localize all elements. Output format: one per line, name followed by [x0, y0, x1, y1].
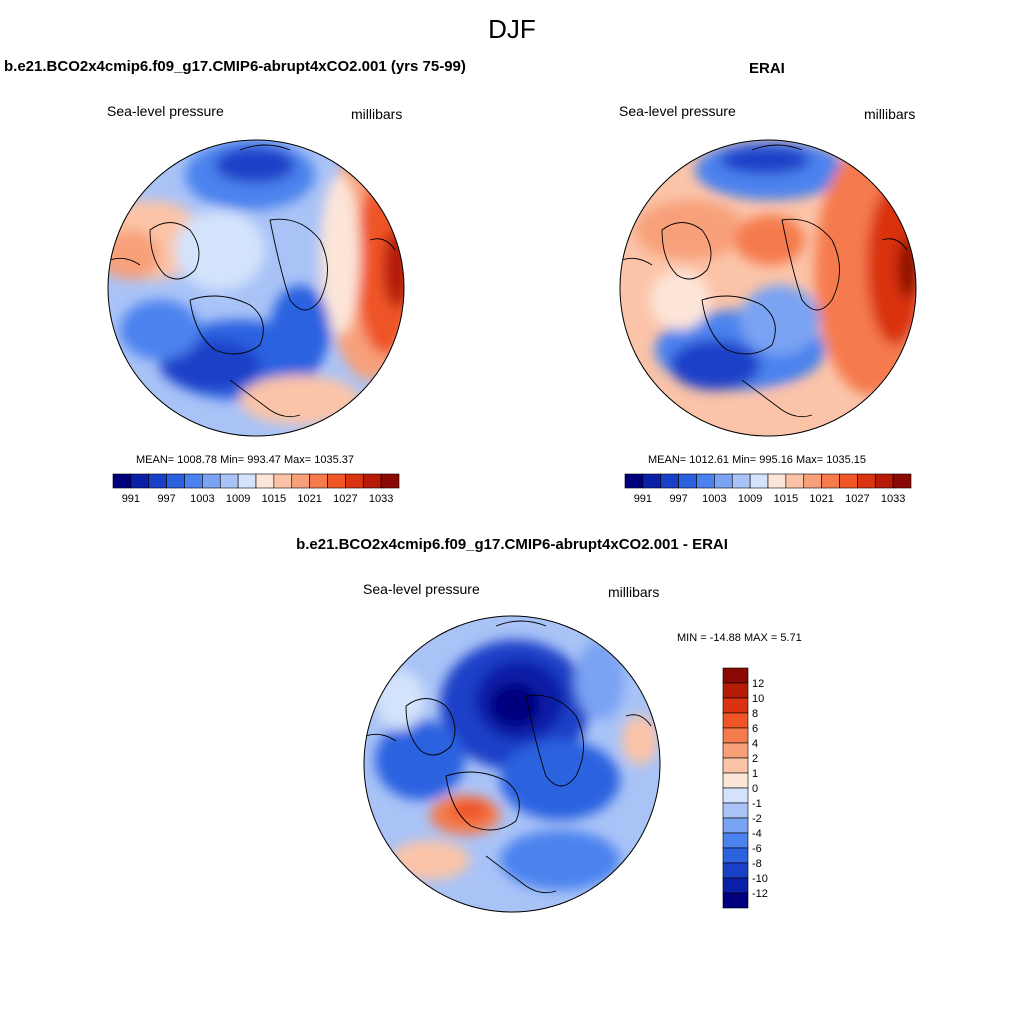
panel1-colorbar-swatch	[237, 473, 257, 489]
panel3-colorbar-tick-label: 4	[752, 738, 758, 750]
panel2-colorbar-swatch	[696, 473, 715, 489]
panel2-colorbar-tick-label: 1021	[809, 493, 833, 505]
panel3-map	[363, 615, 661, 913]
panel1-colorbar-tick-label: 1009	[226, 493, 250, 505]
panel3-colorbar-tick-label: -1	[752, 798, 762, 810]
panel3-colorbar-tick-label: -10	[752, 873, 768, 885]
panel1-colorbar-swatch	[309, 473, 328, 489]
panel2-colorbar-swatch	[821, 473, 840, 489]
panel3-colorbar-swatch	[722, 697, 749, 714]
panel3-colorbar-swatch	[722, 847, 749, 864]
panel2-colorbar-tick-label: 1009	[738, 493, 762, 505]
panel1-colorbar-swatch	[327, 473, 346, 489]
panel2-colorbar-swatch	[714, 473, 733, 489]
panel2-title: ERAI	[749, 60, 785, 77]
panel2-colorbar-swatch	[785, 473, 805, 489]
panel3-colorbar-swatch	[722, 712, 749, 729]
panel3-colorbar-tick-label: -6	[752, 843, 762, 855]
panel1-colorbar-tick-label: 1027	[333, 493, 357, 505]
panel3-colorbar-tick-label: 0	[752, 783, 758, 795]
panel2-colorbar-swatch	[857, 473, 876, 489]
panel3-colorbar-tick-label: -12	[752, 888, 768, 900]
panel2-colorbar-swatch	[767, 473, 787, 489]
panel2-map	[619, 139, 917, 437]
panel1-colorbar-swatch	[184, 473, 203, 489]
figure-title: DJF	[488, 14, 536, 44]
panel3-colorbar-tick-label: -8	[752, 858, 762, 870]
panel2-colorbar-swatch	[642, 473, 662, 489]
panel1-colorbar-tick-label: 1033	[369, 493, 393, 505]
panel2-colorbar-swatch	[624, 473, 644, 489]
panel3-stats: MIN = -14.88 MAX = 5.71	[677, 632, 802, 644]
panel1-units-label: millibars	[351, 106, 403, 122]
panel3-colorbar-tick-label: 6	[752, 723, 758, 735]
panel3-colorbar-swatch	[722, 862, 749, 879]
panel1-colorbar-swatch	[255, 473, 275, 489]
panel2-colorbar-swatch	[803, 473, 822, 489]
panel2-stats: MEAN= 1012.61 Min= 995.16 Max= 1035.15	[648, 454, 867, 466]
panel1-colorbar-swatch	[130, 473, 150, 489]
panel3-colorbar-swatch	[722, 682, 749, 699]
panel1-colorbar-tick-label: 991	[122, 493, 140, 505]
panel3-colorbar-swatch	[722, 667, 749, 684]
panel3-colorbar-swatch	[722, 832, 749, 849]
panel2-colorbar-swatch	[749, 473, 769, 489]
panel1-colorbar-swatch	[148, 473, 167, 489]
panel1-colorbar-swatch	[219, 473, 239, 489]
panel2-colorbar-tick-label: 1033	[881, 493, 905, 505]
panel3-colorbar-swatch	[722, 742, 749, 759]
panel1-colorbar: 991 997 1003 1009 1015 1021 1027 1033	[112, 473, 400, 505]
panel2-colorbar: 991 997 1003 1009 1015 1021 1027 1033	[624, 473, 912, 505]
panel2-colorbar-tick-label: 991	[634, 493, 652, 505]
panel3-colorbar-tick-label: 1	[752, 768, 758, 780]
panel3-colorbar-tick-label: 8	[752, 708, 758, 720]
panel1-colorbar-swatch	[166, 473, 185, 489]
panel1-colorbar-swatch	[112, 473, 132, 489]
panel1-colorbar-tick-label: 1015	[262, 493, 286, 505]
panel1-map	[107, 139, 405, 437]
panel2-colorbar-swatch	[731, 473, 751, 489]
panel3-colorbar-tick-label: -2	[752, 813, 762, 825]
panel2-colorbar-tick-label: 997	[669, 493, 687, 505]
panel3-colorbar-swatch	[722, 772, 749, 789]
panel3-colorbar-swatch	[722, 727, 749, 744]
panel1-title: b.e21.BCO2x4cmip6.f09_g17.CMIP6-abrupt4x…	[4, 58, 466, 75]
panel2-units-label: millibars	[864, 106, 916, 122]
panel3-variable-label: Sea-level pressure	[363, 581, 480, 597]
panel1-variable-label: Sea-level pressure	[107, 103, 224, 119]
panel1-colorbar-swatch	[202, 473, 221, 489]
panel3-colorbar-swatch	[722, 892, 749, 909]
panel2-colorbar-tick-label: 1015	[774, 493, 798, 505]
panel1-colorbar-swatch	[380, 473, 400, 489]
panel3-title: b.e21.BCO2x4cmip6.f09_g17.CMIP6-abrupt4x…	[296, 536, 728, 553]
panel1-stats: MEAN= 1008.78 Min= 993.47 Max= 1035.37	[136, 454, 355, 466]
panel2-colorbar-swatch	[678, 473, 697, 489]
panel2-colorbar-tick-label: 1027	[845, 493, 869, 505]
panel1-colorbar-swatch	[362, 473, 382, 489]
panel2-variable-label: Sea-level pressure	[619, 103, 736, 119]
panel3-colorbar-swatch	[722, 757, 749, 774]
panel3-colorbar-tick-label: 10	[752, 693, 764, 705]
panel2-colorbar-swatch	[874, 473, 894, 489]
panel3-colorbar-tick-label: -4	[752, 828, 762, 840]
panel2-colorbar-swatch	[892, 473, 912, 489]
panel1-colorbar-tick-label: 997	[157, 493, 175, 505]
panel2-colorbar-tick-label: 1003	[702, 493, 726, 505]
panel3-colorbar-swatch	[722, 787, 749, 804]
panel1-colorbar-swatch	[291, 473, 310, 489]
panel1-colorbar-tick-label: 1021	[297, 493, 321, 505]
panel1-colorbar-swatch	[273, 473, 293, 489]
panel3-colorbar-tick-label: 12	[752, 678, 764, 690]
panel3-colorbar-swatch	[722, 817, 749, 834]
panel3-colorbar-tick-label: 2	[752, 753, 758, 765]
panel2-colorbar-swatch	[660, 473, 679, 489]
panel3-colorbar-swatch	[722, 877, 749, 894]
panel2-colorbar-swatch	[839, 473, 858, 489]
panel1-colorbar-tick-label: 1003	[190, 493, 214, 505]
panel3-colorbar-swatch	[722, 802, 749, 819]
panel3-units-label: millibars	[608, 584, 660, 600]
panel1-colorbar-swatch	[345, 473, 364, 489]
